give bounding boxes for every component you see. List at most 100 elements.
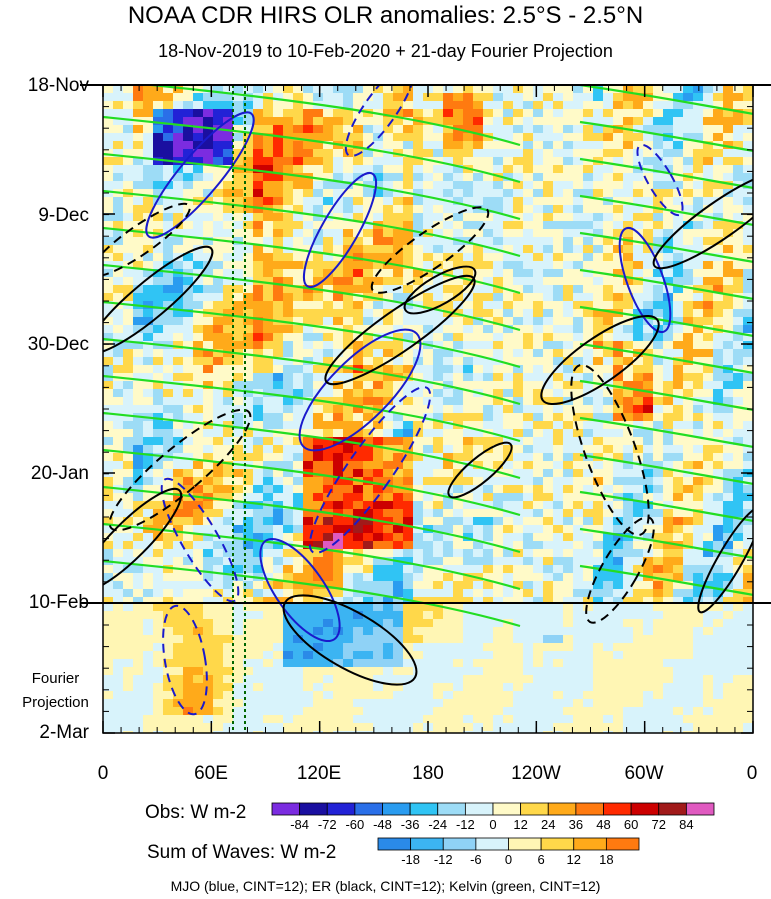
obs-cell xyxy=(123,413,134,422)
obs-cell xyxy=(353,525,364,534)
obs-cell xyxy=(333,309,344,318)
obs-cell xyxy=(463,85,474,94)
obs-cell xyxy=(273,493,284,502)
obs-cell xyxy=(323,405,334,414)
obs-cell xyxy=(693,237,704,246)
obs-cell xyxy=(503,173,514,182)
obs-cell xyxy=(673,357,684,366)
obs-cell xyxy=(263,373,274,382)
obs-cell xyxy=(523,301,534,310)
obs-cell xyxy=(353,557,364,566)
obs-cell xyxy=(613,109,624,118)
obs-cell xyxy=(273,453,284,462)
obs-cell xyxy=(353,253,364,262)
obs-cell xyxy=(693,493,704,502)
obs-cell xyxy=(643,541,654,550)
obs-cell xyxy=(163,381,174,390)
obs-cell xyxy=(623,221,634,230)
obs-cell xyxy=(113,413,124,422)
projection-cell xyxy=(163,651,174,660)
obs-cell xyxy=(213,293,224,302)
obs-cell xyxy=(173,373,184,382)
obs-cell xyxy=(723,237,734,246)
projection-cell xyxy=(113,659,124,668)
obs-cell xyxy=(533,309,544,318)
obs-cell xyxy=(133,149,144,158)
obs-cell xyxy=(353,493,364,502)
obs-cell xyxy=(363,413,374,422)
obs-cell xyxy=(253,181,264,190)
obs-cell xyxy=(703,477,714,486)
obs-cell xyxy=(293,389,304,398)
obs-cell xyxy=(473,269,484,278)
obs-cell xyxy=(363,397,374,406)
projection-cell xyxy=(313,603,324,612)
projection-cell xyxy=(273,675,284,684)
obs-cell xyxy=(623,589,634,598)
projection-cell xyxy=(303,635,314,644)
projection-cell xyxy=(293,611,304,620)
obs-cell xyxy=(353,213,364,222)
projection-cell xyxy=(273,683,284,692)
obs-cell xyxy=(703,493,714,502)
obs-cell xyxy=(263,85,274,94)
projection-cell xyxy=(673,675,684,684)
obs-cell xyxy=(443,461,454,470)
obs-cell xyxy=(323,437,334,446)
projection-cell xyxy=(673,627,684,636)
obs-cell xyxy=(623,349,634,358)
projection-cell xyxy=(453,675,464,684)
obs-cell xyxy=(713,453,724,462)
obs-cell xyxy=(263,461,274,470)
obs-cell xyxy=(573,197,584,206)
projection-cell xyxy=(483,603,494,612)
projection-cell xyxy=(683,651,694,660)
projection-cell xyxy=(453,619,464,628)
obs-cell xyxy=(263,509,274,518)
obs-cell xyxy=(713,445,724,454)
obs-cell xyxy=(683,373,694,382)
obs-cell xyxy=(153,501,164,510)
obs-cell xyxy=(583,245,594,254)
obs-cell xyxy=(443,413,454,422)
obs-cell xyxy=(323,117,334,126)
obs-cell xyxy=(263,197,274,206)
obs-cell xyxy=(233,373,244,382)
obs-cell xyxy=(243,125,254,134)
obs-cell xyxy=(403,237,414,246)
projection-cell xyxy=(733,667,744,676)
obs-cell xyxy=(473,453,484,462)
obs-cell xyxy=(633,421,644,430)
obs-cell xyxy=(133,157,144,166)
obs-cell xyxy=(263,565,274,574)
projection-cell xyxy=(583,643,594,652)
obs-cell xyxy=(483,109,494,118)
obs-cell xyxy=(623,117,634,126)
obs-cell xyxy=(213,101,224,110)
obs-cell xyxy=(703,149,714,158)
obs-cell xyxy=(513,149,524,158)
obs-cell xyxy=(593,197,604,206)
obs-cell xyxy=(283,397,294,406)
obs-cell xyxy=(593,461,604,470)
obs-cell xyxy=(103,173,114,182)
obs-cell xyxy=(543,349,554,358)
obs-cell xyxy=(683,85,694,94)
obs-cell xyxy=(263,133,274,142)
obs-cell xyxy=(533,541,544,550)
obs-cell xyxy=(713,565,724,574)
obs-cell xyxy=(503,445,514,454)
obs-cell xyxy=(663,85,674,94)
obs-cell xyxy=(633,557,644,566)
projection-cell xyxy=(553,627,564,636)
projection-cell xyxy=(493,659,504,668)
obs-cell xyxy=(333,285,344,294)
projection-cell xyxy=(503,691,514,700)
projection-cell xyxy=(443,635,454,644)
obs-cell xyxy=(243,557,254,566)
obs-cell xyxy=(203,509,214,518)
obs-cell xyxy=(673,197,684,206)
obs-cell xyxy=(183,445,194,454)
obs-cell xyxy=(393,341,404,350)
projection-cell xyxy=(353,691,364,700)
